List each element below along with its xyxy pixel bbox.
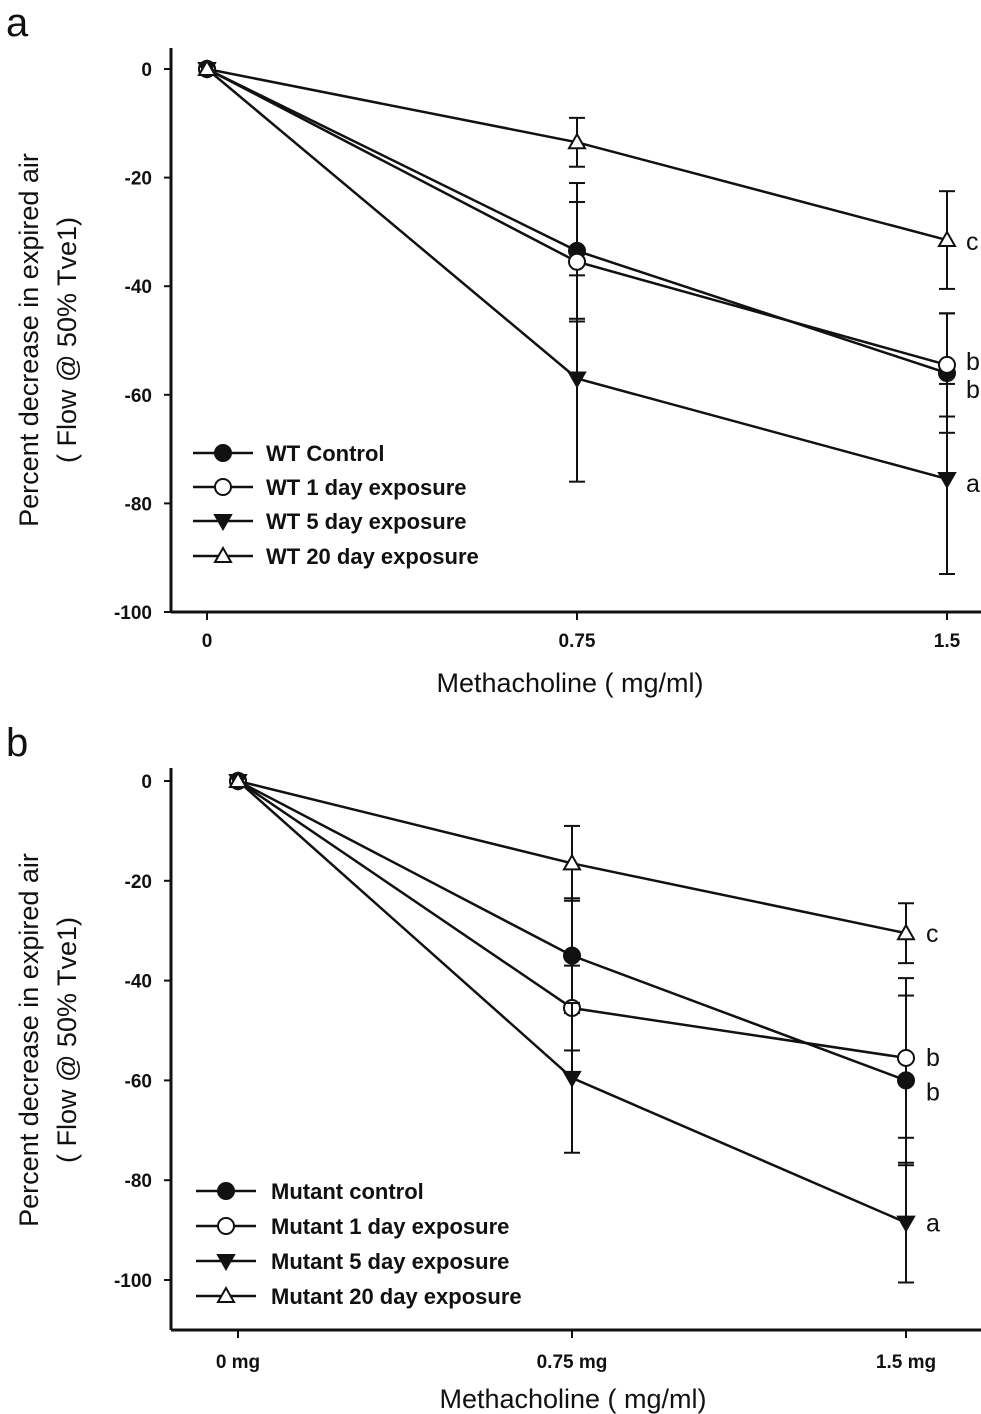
data-point: [562, 853, 582, 871]
legend-marker: [214, 478, 232, 496]
series-4: [197, 58, 957, 290]
data-point: [228, 770, 248, 788]
legend-item: WT 20 day exposure: [193, 544, 479, 569]
panel-a-legend: WT Control WT 1 day exposure WT 5 day expo…: [193, 441, 479, 569]
y-tick-label: 0: [141, 772, 152, 793]
x-tick-label: 1.5 mg: [876, 1352, 936, 1373]
data-point: [896, 923, 916, 941]
data-point: [567, 371, 587, 389]
panel-b-x-axis-title: Methacholine ( mg/ml): [439, 1384, 706, 1414]
y-tick-label: -40: [125, 972, 152, 993]
legend-label: WT 20 day exposure: [266, 544, 479, 569]
data-point: [938, 355, 956, 374]
panel-b-plot-area: bb a c: [228, 770, 940, 1284]
panel-a-y-ticks: 0 -20 -40 -60 -80 -100: [114, 60, 171, 624]
data-point: [937, 471, 957, 489]
data-point: [568, 252, 586, 271]
significance-label: a: [966, 470, 980, 498]
y-tick-label: -100: [114, 1271, 152, 1292]
significance-label: c: [926, 920, 939, 948]
y-tick-label: -60: [125, 1071, 152, 1092]
panel-b-y-axis-subtitle: ( Flow @ 50% Tve1): [52, 917, 82, 1163]
panel-b-y-ticks: 0 -20 -40 -60 -80 -100: [114, 772, 171, 1292]
panel-b-letter: b: [6, 721, 28, 765]
x-tick-label: 0 mg: [216, 1352, 260, 1373]
legend-marker: [216, 1285, 236, 1303]
legend-item: WT 1 day exposure: [193, 475, 467, 500]
data-point: [567, 132, 587, 150]
significance-label: b: [966, 376, 980, 404]
significance-label: a: [926, 1210, 940, 1238]
x-tick-label: 0.75: [559, 631, 596, 652]
y-tick-label: -80: [125, 494, 152, 515]
y-tick-label: -20: [125, 872, 152, 893]
panel-b-x-ticks: 0 mg 0.75 mg 1.5 mg: [216, 1330, 936, 1373]
legend-item: Mutant 1 day exposure: [196, 1214, 509, 1239]
data-point: [897, 1048, 915, 1067]
significance-label: b: [926, 1044, 940, 1072]
legend-item: Mutant 20 day exposure: [196, 1284, 522, 1309]
legend-label: Mutant 20 day exposure: [271, 1284, 522, 1309]
panel-a-x-axis-title: Methacholine ( mg/ml): [436, 668, 703, 698]
panel-b-y-axis-title: Percent decrease in expired air: [14, 853, 44, 1227]
significance-label: c: [966, 228, 979, 256]
panel-a-x-ticks: 0 0.75 1.5: [202, 612, 961, 652]
data-point: [896, 1215, 916, 1233]
legend-item: WT 5 day exposure: [193, 509, 467, 534]
panel-a-plot-area: bb c a: [197, 58, 980, 575]
data-point: [562, 1070, 582, 1088]
legend-marker: [214, 444, 232, 462]
legend-label: Mutant 5 day exposure: [271, 1249, 509, 1274]
legend-item: Mutant 5 day exposure: [196, 1249, 509, 1274]
y-tick-label: -20: [125, 169, 152, 190]
legend-label: Mutant control: [271, 1179, 424, 1204]
x-tick-label: 0.75 mg: [537, 1352, 608, 1373]
legend-marker: [217, 1182, 235, 1200]
series-2: [198, 60, 956, 418]
legend-marker: [217, 1217, 235, 1235]
legend-label: Mutant 1 day exposure: [271, 1214, 509, 1239]
panel-b-legend: Mutant control Mutant 1 day exposure Mutan…: [196, 1179, 522, 1309]
significance-label: b: [926, 1078, 940, 1106]
x-tick-label: 0: [202, 631, 213, 652]
y-tick-label: -60: [125, 386, 152, 407]
series-4: [228, 770, 916, 965]
significance-label: b: [966, 348, 980, 376]
legend-item: WT Control: [193, 441, 385, 466]
x-tick-label: 1.5: [934, 631, 961, 652]
legend-marker: [213, 514, 233, 532]
data-point: [563, 946, 581, 965]
y-tick-label: -40: [125, 277, 152, 298]
legend-label: WT 5 day exposure: [266, 509, 467, 534]
data-point: [937, 230, 957, 248]
panel-a-y-axis-title: Percent decrease in expired air: [14, 153, 44, 527]
legend-marker: [213, 545, 233, 563]
legend-label: WT 1 day exposure: [266, 475, 467, 500]
legend-label: WT Control: [266, 441, 385, 466]
panel-a-y-axis-subtitle: ( Flow @ 50% Tve1): [52, 217, 82, 463]
y-tick-label: -80: [125, 1171, 152, 1192]
data-point: [197, 58, 217, 76]
panel-a-letter: a: [6, 1, 29, 45]
legend-item: Mutant control: [196, 1179, 424, 1204]
panel-b: b Methacholine ( mg/ml) Percent decrease…: [6, 721, 981, 1414]
y-tick-label: 0: [141, 60, 152, 81]
panel-a: a Methacholine ( mg/ml) Percent decrease…: [6, 1, 981, 698]
y-tick-label: -100: [114, 603, 152, 624]
legend-marker: [216, 1254, 236, 1272]
